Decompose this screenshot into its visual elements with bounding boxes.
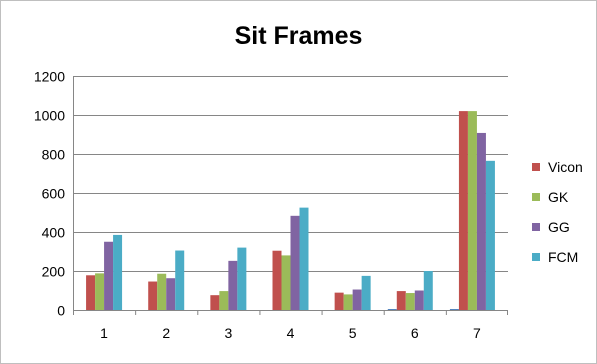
y-tick-label: 1000 — [34, 108, 65, 124]
x-tick-label: 5 — [349, 325, 357, 341]
bar-gk — [467, 111, 477, 310]
bar-vicon — [272, 250, 282, 310]
chart-title: Sit Frames — [234, 22, 363, 50]
y-tick-label: 400 — [42, 225, 66, 241]
bar-gk — [157, 273, 167, 310]
bar-gg — [166, 278, 176, 310]
bar-gg — [414, 290, 424, 310]
bar-vicon — [86, 275, 96, 310]
bar-extra — [449, 309, 459, 310]
legend-swatch — [532, 163, 540, 171]
legend-swatch — [532, 253, 540, 261]
x-tick-label: 4 — [287, 325, 295, 341]
bar-vicon — [210, 295, 220, 310]
bar-gk — [95, 273, 105, 310]
legend: Vicon GK GG FCM — [532, 159, 583, 265]
y-tick-label: 600 — [42, 186, 66, 202]
x-tick-label: 7 — [473, 325, 481, 341]
legend-swatch — [532, 193, 540, 201]
legend-label: GG — [548, 219, 570, 235]
bars — [86, 111, 495, 310]
legend-label: Vicon — [548, 159, 583, 175]
legend-label: FCM — [548, 249, 578, 265]
bar-gg — [352, 289, 362, 310]
legend-label: GK — [548, 189, 569, 205]
bar-fcm — [237, 247, 247, 310]
bar-fcm — [361, 275, 371, 310]
bar-fcm — [423, 271, 433, 310]
bar-gg — [290, 215, 300, 310]
bar-fcm — [485, 160, 495, 310]
bar-extra — [387, 309, 397, 310]
bar-fcm — [299, 207, 309, 310]
x-tick-label: 2 — [162, 325, 170, 341]
x-tick-label: 1 — [100, 325, 108, 341]
bar-gg — [476, 132, 486, 310]
bar-vicon — [148, 281, 158, 310]
legend-swatch — [532, 223, 540, 231]
y-tick-label: 200 — [42, 264, 66, 280]
y-tick-label: 0 — [57, 303, 65, 319]
bar-vicon — [458, 111, 468, 310]
bar-fcm — [175, 250, 185, 310]
axes: 0 200 400 600 800 1000 1200 1 2 3 4 5 6 7 — [34, 69, 508, 341]
bar-gk — [281, 255, 291, 310]
bar-gg — [228, 260, 238, 310]
bar-gk — [343, 294, 353, 310]
y-tick-label: 800 — [42, 147, 66, 163]
y-tick-label: 1200 — [34, 69, 65, 85]
bar-fcm — [113, 234, 123, 310]
bar-gg — [104, 241, 114, 310]
bar-vicon — [396, 291, 406, 310]
x-tick-label: 3 — [224, 325, 232, 341]
bar-vicon — [334, 292, 344, 310]
bar-gk — [219, 291, 229, 310]
bar-gk — [405, 293, 415, 310]
x-tick-label: 6 — [411, 325, 419, 341]
